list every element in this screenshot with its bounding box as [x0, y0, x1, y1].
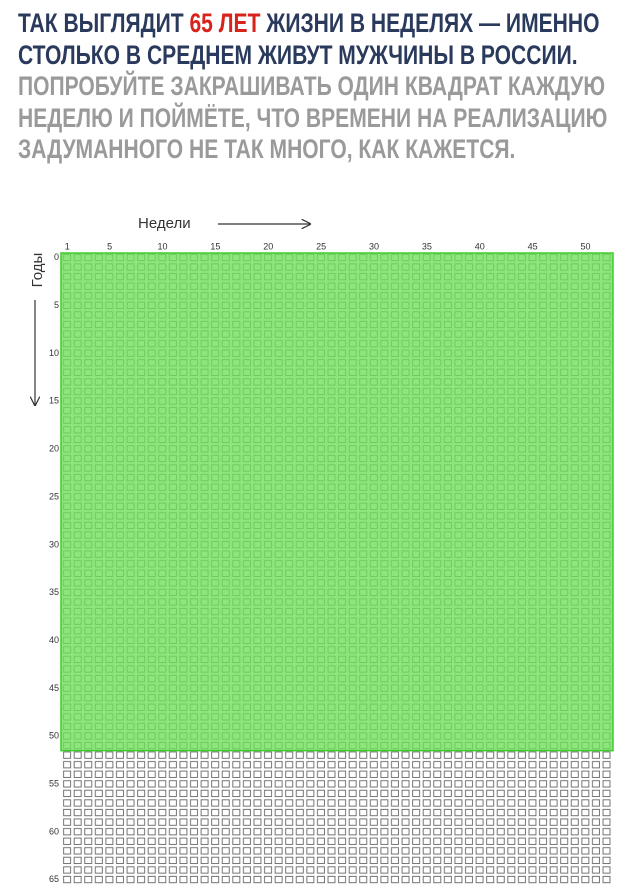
x-tick-label: 10 [157, 241, 167, 251]
x-tick-label: 50 [581, 241, 591, 251]
y-tick-label: 10 [49, 348, 59, 358]
y-tick-label: 0 [54, 252, 59, 262]
lived-area [60, 252, 614, 752]
x-tick-label: 1 [65, 241, 70, 251]
y-tick-label: 60 [49, 826, 59, 836]
header: ТАК ВЫГЛЯДИТ 65 ЛЕТ ЖИЗНИ В НЕДЕЛЯХ — ИМ… [18, 8, 611, 166]
y-tick-label: 35 [49, 587, 59, 597]
header-text: ТАК ВЫГЛЯДИТ [18, 8, 190, 38]
y-tick-label: 55 [49, 779, 59, 789]
x-tick-label: 15 [210, 241, 220, 251]
header-text: ЖИЗНИ В НЕДЕЛЯХ — ИМЕННО СТОЛЬКО В СРЕДН… [18, 8, 600, 70]
y-tick-label: 65 [49, 874, 59, 884]
x-axis-label: Недели [138, 215, 191, 232]
y-tick-label: 25 [49, 491, 59, 501]
x-tick-label: 25 [316, 241, 326, 251]
x-tick-label: 40 [475, 241, 485, 251]
x-tick-label: 5 [107, 241, 112, 251]
y-tick-label: 5 [54, 300, 59, 310]
x-tick-label: 20 [263, 241, 273, 251]
x-tick-label: 45 [528, 241, 538, 251]
y-tick-label: 20 [49, 444, 59, 454]
header-note: ПОПРОБУЙТЕ ЗАКРАШИВАТЬ ОДИН КВАДРАТ КАЖД… [18, 71, 608, 164]
y-tick-label: 15 [49, 396, 59, 406]
y-tick-label: 30 [49, 539, 59, 549]
y-tick-label: 40 [49, 635, 59, 645]
x-tick-label: 35 [422, 241, 432, 251]
y-tick-label: 50 [49, 731, 59, 741]
y-tick-label: 45 [49, 683, 59, 693]
x-tick-label: 30 [369, 241, 379, 251]
y-axis-label: Годы [29, 253, 46, 288]
header-highlight: 65 ЛЕТ [189, 8, 261, 38]
